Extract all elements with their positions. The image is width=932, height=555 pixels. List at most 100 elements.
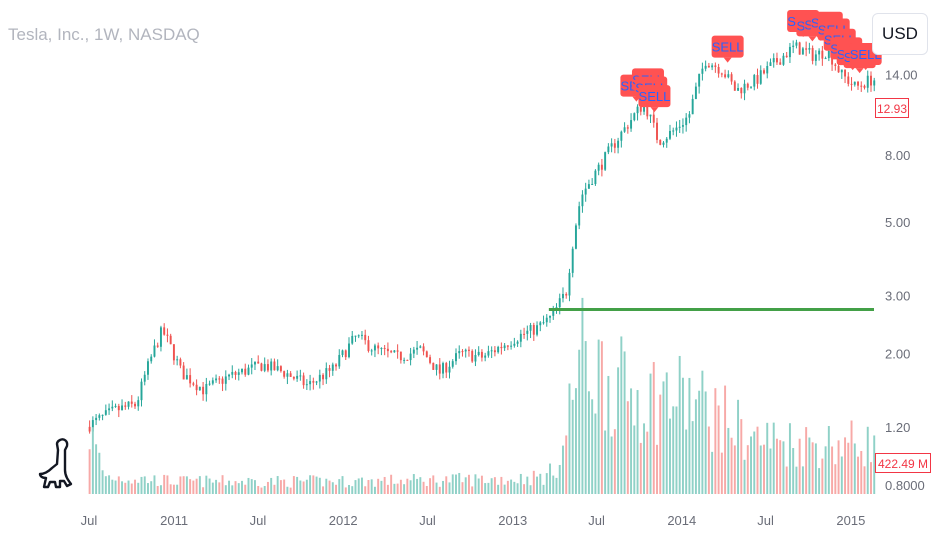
candle (769, 62, 772, 66)
candle (866, 75, 869, 88)
volume-bar (215, 479, 218, 494)
volume-bar (88, 449, 91, 494)
sell-signal-box (638, 85, 671, 108)
volume-bar (260, 487, 263, 494)
volume-bar (169, 484, 172, 494)
candle (779, 62, 782, 65)
volume-bar (782, 441, 785, 494)
candle (419, 346, 422, 348)
volume-bar (866, 426, 869, 494)
volume-bar (523, 484, 526, 494)
candle (422, 346, 425, 352)
volume-bar (714, 388, 717, 494)
candle (811, 48, 814, 61)
volume-bar (694, 399, 697, 494)
volume-bar (98, 452, 101, 494)
candle (607, 146, 610, 153)
candle (283, 371, 286, 377)
candle (448, 366, 451, 373)
volume-bar (704, 391, 707, 494)
sell-signal-pointer (855, 68, 864, 74)
candle (250, 364, 253, 368)
candle (863, 85, 866, 88)
volume-bar (474, 474, 477, 494)
volume-bar (659, 394, 662, 494)
candle (785, 55, 788, 58)
candle (562, 293, 564, 299)
volume-bar (117, 476, 120, 494)
candle (474, 355, 477, 362)
volume-bar (383, 476, 386, 494)
candle (578, 206, 581, 226)
candle (221, 378, 224, 384)
volume-bar (633, 425, 636, 494)
volume-bar (646, 431, 649, 494)
volume-bar (276, 476, 279, 494)
candle (568, 272, 571, 296)
volume-bar (870, 462, 872, 494)
last-price-badge: 12.93 (875, 98, 909, 118)
candle (377, 345, 380, 349)
volume-bar (451, 474, 454, 494)
volume-bar (445, 476, 448, 494)
volume-bar (435, 482, 438, 494)
candle (95, 417, 98, 421)
volume-bar (510, 479, 513, 494)
volume-bar (309, 475, 312, 494)
candle (633, 113, 636, 121)
volume-bar (630, 388, 633, 494)
candle (270, 361, 273, 371)
volume-bar (179, 476, 182, 494)
candle (260, 363, 263, 371)
volume-bar (730, 437, 733, 494)
candle (685, 117, 688, 126)
volume-bar (801, 466, 804, 494)
candle (763, 70, 765, 74)
currency-button[interactable]: USD (872, 13, 928, 55)
candle (279, 366, 282, 372)
volume-bar (348, 484, 350, 494)
volume-bar (403, 484, 406, 494)
candle (202, 386, 205, 395)
volume-bar (662, 381, 665, 494)
candle (672, 130, 675, 132)
candle (254, 361, 256, 365)
volume-bar (539, 473, 542, 494)
volume-bar (166, 475, 169, 494)
volume-bar (153, 475, 156, 494)
candle (707, 65, 710, 68)
volume-bar (639, 442, 642, 494)
sell-signal-box (711, 35, 744, 58)
volume-bar (412, 474, 415, 494)
candle (597, 164, 600, 171)
volume-bar (270, 477, 273, 494)
candle (704, 65, 707, 69)
y-axis-tick-label: 5.00 (885, 215, 910, 230)
candle (156, 345, 159, 347)
volume-bar (409, 480, 412, 494)
candle (153, 345, 156, 357)
volume-bar (254, 480, 256, 494)
candle (587, 184, 590, 189)
volume-bar (231, 485, 234, 494)
candle (114, 405, 117, 407)
candle (195, 384, 198, 391)
volume-bar (315, 476, 318, 494)
volume-bar (286, 486, 289, 494)
volume-bar (422, 481, 425, 494)
candle (467, 349, 470, 351)
candle (390, 351, 393, 353)
candle (442, 363, 444, 374)
dinosaur-logo-icon[interactable] (38, 436, 74, 492)
volume-bar (497, 484, 500, 494)
volume-bar (775, 438, 778, 494)
candle (565, 293, 568, 296)
volume-bar (357, 478, 360, 494)
volume-bar (266, 481, 269, 494)
volume-bar (480, 475, 483, 494)
volume-bar (643, 423, 646, 494)
candle (604, 152, 607, 170)
candle (837, 65, 840, 73)
